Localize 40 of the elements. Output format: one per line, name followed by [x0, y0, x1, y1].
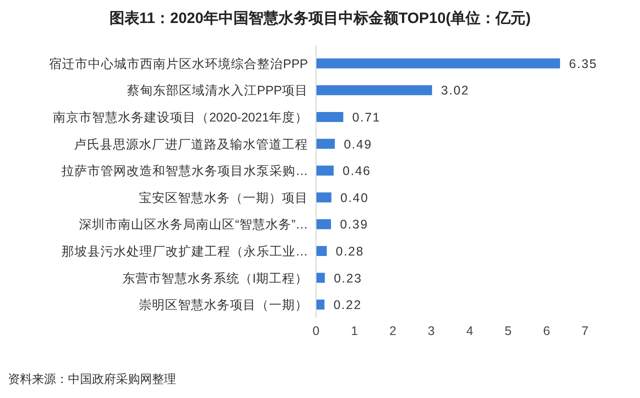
- y-tick-label: 蔡甸东部区域清水入江PPP项目: [126, 84, 308, 98]
- y-tick-label: 崇明区智慧水务项目（一期）: [139, 298, 308, 312]
- y-tick-label: 那坡县污水处理厂改扩建工程（永乐工业…: [62, 244, 308, 258]
- x-tick-label: 7: [582, 324, 589, 338]
- x-tick-label: 6: [543, 324, 550, 338]
- data-label: 6.35: [569, 56, 598, 71]
- bar: [316, 192, 332, 202]
- y-tick-label: 宿迁市中心城市西南片区水环境综合整治PPP: [48, 56, 308, 71]
- data-label: 0.49: [344, 137, 372, 152]
- y-tick-label: 卢氏县思源水厂进厂道路及输水管道工程: [74, 137, 308, 152]
- data-label: 0.46: [342, 164, 372, 178]
- y-tick-label: 南京市智慧水务建设项目（2020-2021年度）: [53, 110, 308, 124]
- chart-title: 图表11：2020年中国智慧水务项目中标金额TOP10(单位：亿元): [109, 9, 531, 27]
- x-tick-label: 0: [312, 324, 320, 338]
- bar: [316, 246, 327, 256]
- bar: [316, 272, 325, 283]
- data-label: 0.71: [352, 110, 381, 124]
- data-label: 0.28: [336, 244, 364, 258]
- x-tick-label: 3: [428, 324, 435, 338]
- y-tick-label: 拉萨市管网改造和智慧水务项目水泵采购…: [62, 164, 308, 178]
- bar: [316, 85, 432, 96]
- x-tick-label: 1: [350, 324, 358, 338]
- bar: [316, 112, 344, 122]
- y-tick-label: 东营市智慧水务系统（I期工程）: [122, 271, 308, 286]
- text: 资料来源：中国政府采购网整理: [8, 372, 176, 386]
- data-label: 0.22: [333, 298, 362, 312]
- y-tick-label: 宝安区智慧水务（一期）项目: [139, 190, 308, 205]
- x-tick-label: 2: [389, 324, 396, 338]
- bar: [316, 138, 335, 149]
- data-label: 0.23: [334, 271, 362, 286]
- data-label: 0.40: [340, 190, 369, 205]
- data-label: 0.39: [340, 218, 368, 232]
- bar: [316, 300, 324, 310]
- data-label: 3.02: [441, 84, 470, 98]
- y-tick-label: 深圳市南山区水务局南山区“智慧水务”…: [79, 218, 308, 232]
- bar: [316, 58, 560, 68]
- bar: [316, 219, 331, 230]
- x-tick-label: 5: [504, 324, 512, 338]
- bar: [316, 166, 334, 176]
- x-tick-label: 4: [466, 324, 474, 338]
